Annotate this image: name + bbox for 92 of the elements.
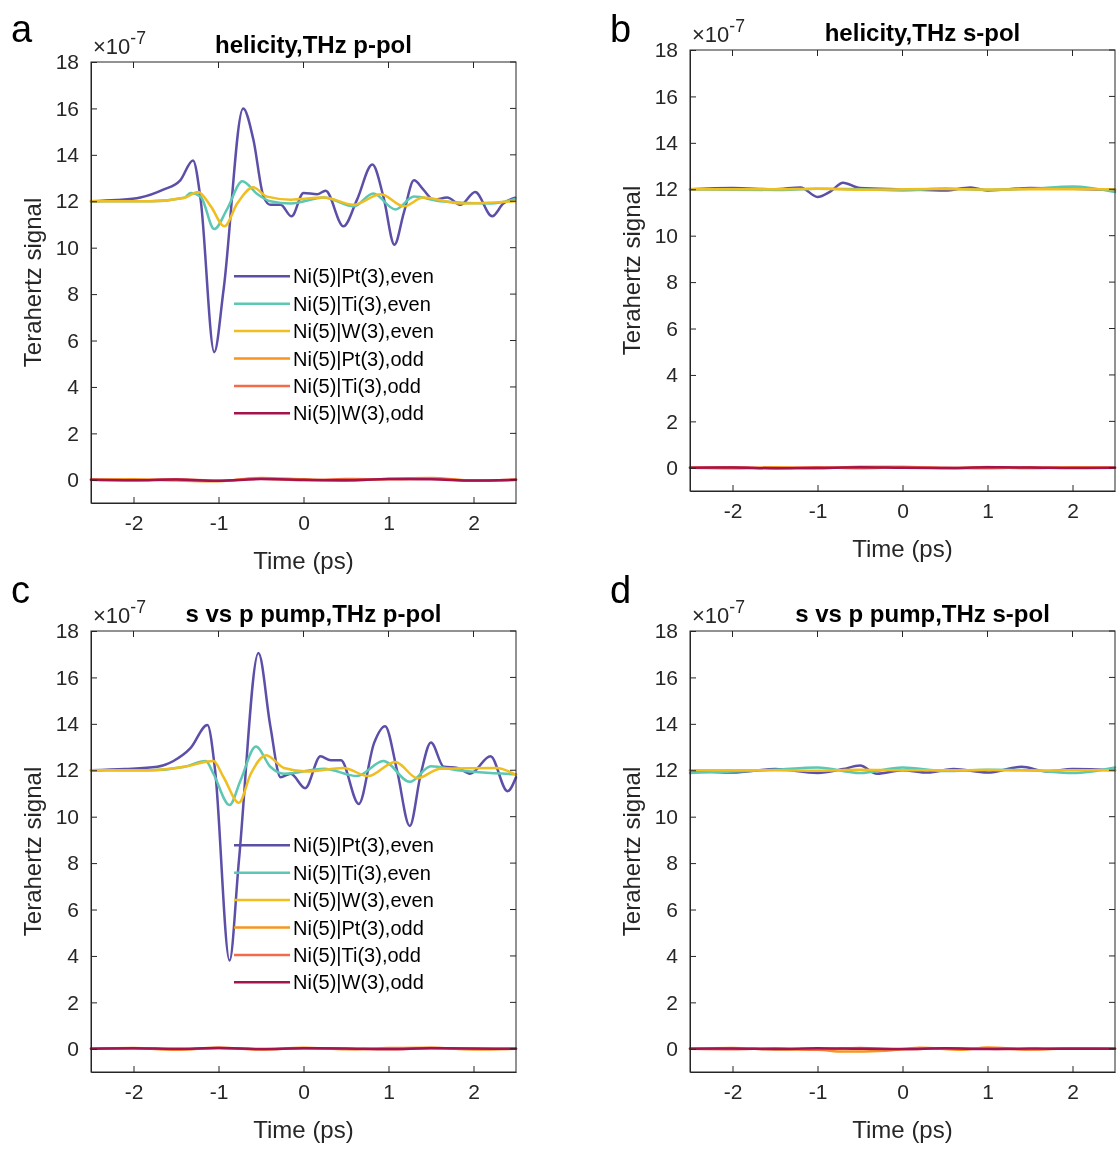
x-tick-label: 0 <box>897 498 909 522</box>
x-tick-label: -1 <box>209 1079 229 1103</box>
y-tick-label: 14 <box>654 131 679 155</box>
x-tick-label: -2 <box>723 1079 743 1103</box>
y-tick-label: 6 <box>666 897 678 921</box>
y-tick-label: 8 <box>666 851 678 875</box>
text: ×10$^{-7}$ <box>93 597 146 628</box>
x-tick-label: 2 <box>468 1079 480 1103</box>
y-axis-title: Terahertz signal <box>618 185 645 356</box>
y-tick-label: 14 <box>55 712 80 736</box>
x-axis-title: Time (ps) <box>253 1116 354 1143</box>
text: ×10$^{-7}$ <box>93 28 146 59</box>
y-tick-label: 4 <box>666 363 679 387</box>
y-tick-label: 0 <box>67 468 79 492</box>
x-tick-label: -1 <box>808 1079 828 1103</box>
chart-title: helicity,THz p-pol <box>215 31 412 58</box>
legend-label: Ni(5)|Ti(3),odd <box>293 943 421 966</box>
y-tick-label: 14 <box>654 712 679 736</box>
y-axis-title: Terahertz signal <box>19 766 46 937</box>
legend-label: Ni(5)|Ti(3),even <box>293 292 431 315</box>
y-axis-title: Terahertz signal <box>618 766 645 937</box>
x-tick-label: 1 <box>383 1079 395 1103</box>
y-tick-label: 18 <box>654 38 678 62</box>
legend-label: Ni(5)|W(3),even <box>293 320 434 343</box>
x-tick-label: 2 <box>1067 498 1079 522</box>
x-tick-label: 0 <box>298 510 310 534</box>
x-tick-label: 0 <box>897 1079 909 1103</box>
text: ×10$^{-7}$ <box>692 16 745 47</box>
y-tick-label: 18 <box>654 619 678 643</box>
text: b <box>610 8 632 50</box>
legend-label: Ni(5)|Pt(3),odd <box>293 347 424 370</box>
y-tick-label: 0 <box>666 456 678 480</box>
y-tick-label: 8 <box>67 282 79 306</box>
y-tick-label: 12 <box>654 177 678 201</box>
chart-title: s vs p pump,THz p-pol <box>185 600 442 627</box>
y-tick-label: 10 <box>654 223 678 247</box>
legend-label: Ni(5)|W(3),even <box>293 889 434 912</box>
legend-label: Ni(5)|Ti(3),even <box>293 861 431 884</box>
text: c <box>11 569 30 611</box>
y-tick-label: 16 <box>654 665 678 689</box>
y-axis-title: Terahertz signal <box>19 197 46 368</box>
legend-label: Ni(5)|Pt(3),even <box>293 834 434 857</box>
x-tick-label: -2 <box>124 510 144 534</box>
x-tick-label: 0 <box>298 1079 310 1103</box>
x-tick-label: 2 <box>468 510 480 534</box>
x-tick-label: -2 <box>124 1079 144 1103</box>
y-tick-label: 0 <box>666 1037 678 1061</box>
y-tick-label: 4 <box>67 375 80 399</box>
y-tick-label: 2 <box>666 409 678 433</box>
chart-title: helicity,THz s-pol <box>824 19 1021 46</box>
text: ×10$^{-7}$ <box>692 597 745 628</box>
legend-label: Ni(5)|W(3),odd <box>293 971 424 994</box>
y-tick-label: 10 <box>55 804 79 828</box>
x-tick-label: 1 <box>982 498 994 522</box>
y-tick-label: 2 <box>666 990 678 1014</box>
y-tick-label: 6 <box>666 316 678 340</box>
y-tick-label: 12 <box>55 189 79 213</box>
x-tick-label: -2 <box>723 498 743 522</box>
y-tick-label: 18 <box>55 619 79 643</box>
chart-title: s vs p pump,THz s-pol <box>795 600 1050 627</box>
x-tick-label: 1 <box>383 510 395 534</box>
y-tick-label: 6 <box>67 897 79 921</box>
x-tick-label: 1 <box>982 1079 994 1103</box>
y-tick-label: 10 <box>654 804 678 828</box>
text: d <box>610 569 632 611</box>
y-tick-label: 4 <box>67 944 80 968</box>
y-tick-label: 16 <box>55 665 79 689</box>
y-tick-label: 18 <box>55 50 79 74</box>
y-tick-label: 12 <box>55 758 79 782</box>
y-tick-label: 2 <box>67 990 79 1014</box>
y-tick-label: 6 <box>67 328 79 352</box>
legend-label: Ni(5)|Pt(3),even <box>293 265 434 288</box>
legend-label: Ni(5)|Pt(3),odd <box>293 916 424 939</box>
y-tick-label: 8 <box>666 270 678 294</box>
x-axis-title: Time (ps) <box>852 535 953 562</box>
x-tick-label: -1 <box>209 510 229 534</box>
x-tick-label: -1 <box>808 498 828 522</box>
y-tick-label: 8 <box>67 851 79 875</box>
y-tick-label: 16 <box>55 96 79 120</box>
y-tick-label: 0 <box>67 1037 79 1061</box>
legend-label: Ni(5)|W(3),odd <box>293 402 424 425</box>
text: a <box>11 8 33 50</box>
x-tick-label: 2 <box>1067 1079 1079 1103</box>
y-tick-label: 2 <box>67 421 79 445</box>
y-tick-label: 4 <box>666 944 679 968</box>
y-tick-label: 16 <box>654 84 678 108</box>
y-tick-label: 12 <box>654 758 678 782</box>
legend-label: Ni(5)|Ti(3),odd <box>293 374 421 397</box>
x-axis-title: Time (ps) <box>253 547 354 574</box>
y-tick-label: 14 <box>55 143 80 167</box>
x-axis-title: Time (ps) <box>852 1116 953 1143</box>
y-tick-label: 10 <box>55 235 79 259</box>
